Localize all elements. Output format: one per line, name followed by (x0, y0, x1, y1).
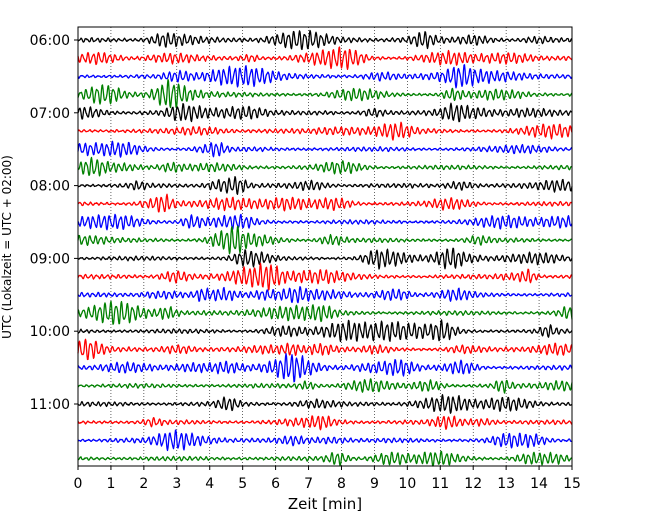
y-tick-label: 10:00 (30, 324, 70, 340)
trace-line-0630 (77, 64, 573, 89)
y-tick-label: 08:00 (30, 179, 70, 195)
x-tick-label: 15 (563, 476, 581, 492)
trace-line-1015 (77, 338, 573, 361)
x-tick-label: 2 (139, 476, 148, 492)
trace-line-0815 (77, 193, 573, 213)
trace-line-0745 (77, 156, 573, 177)
y-tick-label: 06:00 (30, 33, 70, 49)
x-axis-label: Zeit [min] (288, 495, 362, 513)
grid-lines (110, 27, 540, 466)
y-axis: 06:00 07:00 08:00 09:00 10:00 11:00 (30, 33, 78, 413)
x-tick-label: 4 (205, 476, 214, 492)
x-tick-label: 13 (497, 476, 515, 492)
x-tick-label: 8 (337, 476, 346, 492)
trace-line-0615 (77, 46, 573, 71)
x-axis: 0 1 2 3 4 5 6 7 8 9 10 11 12 13 14 15 (74, 466, 581, 492)
trace-line-1100 (77, 394, 573, 414)
trace-line-0645 (77, 78, 573, 109)
y-axis-label: UTC (Lokalzeit = UTC + 02:00) (0, 155, 14, 339)
y-tick-label: 11:00 (30, 397, 70, 413)
trace-line-0800 (77, 176, 573, 195)
trace-group (77, 29, 573, 467)
trace-line-0930 (77, 286, 573, 304)
trace-line-0600 (77, 29, 573, 51)
trace-line-1045 (77, 378, 573, 394)
x-tick-label: 5 (238, 476, 247, 492)
trace-line-0830 (77, 213, 573, 231)
trace-line-0700 (77, 102, 573, 123)
x-tick-label: 10 (398, 476, 416, 492)
x-tick-label: 6 (271, 476, 280, 492)
trace-line-1145 (77, 450, 573, 467)
trace-line-1030 (77, 353, 573, 383)
x-tick-label: 12 (464, 476, 482, 492)
x-tick-label: 7 (304, 476, 313, 492)
x-tick-label: 11 (431, 476, 449, 492)
x-tick-label: 9 (370, 476, 379, 492)
trace-line-1000 (77, 319, 573, 343)
x-tick-label: 1 (106, 476, 115, 492)
x-tick-label: 3 (172, 476, 181, 492)
trace-line-0900 (77, 247, 573, 270)
trace-line-0915 (77, 262, 573, 291)
y-tick-label: 07:00 (30, 106, 70, 122)
trace-line-1130 (77, 429, 573, 452)
trace-line-0730 (77, 140, 573, 158)
trace-line-1115 (77, 415, 573, 431)
trace-line-0845 (77, 225, 573, 255)
y-tick-label: 09:00 (30, 251, 70, 267)
x-tick-label: 14 (530, 476, 548, 492)
trace-line-0945 (77, 300, 573, 325)
trace-line-0715 (77, 121, 573, 141)
x-tick-label: 0 (74, 476, 83, 492)
plot-frame (77, 26, 573, 467)
